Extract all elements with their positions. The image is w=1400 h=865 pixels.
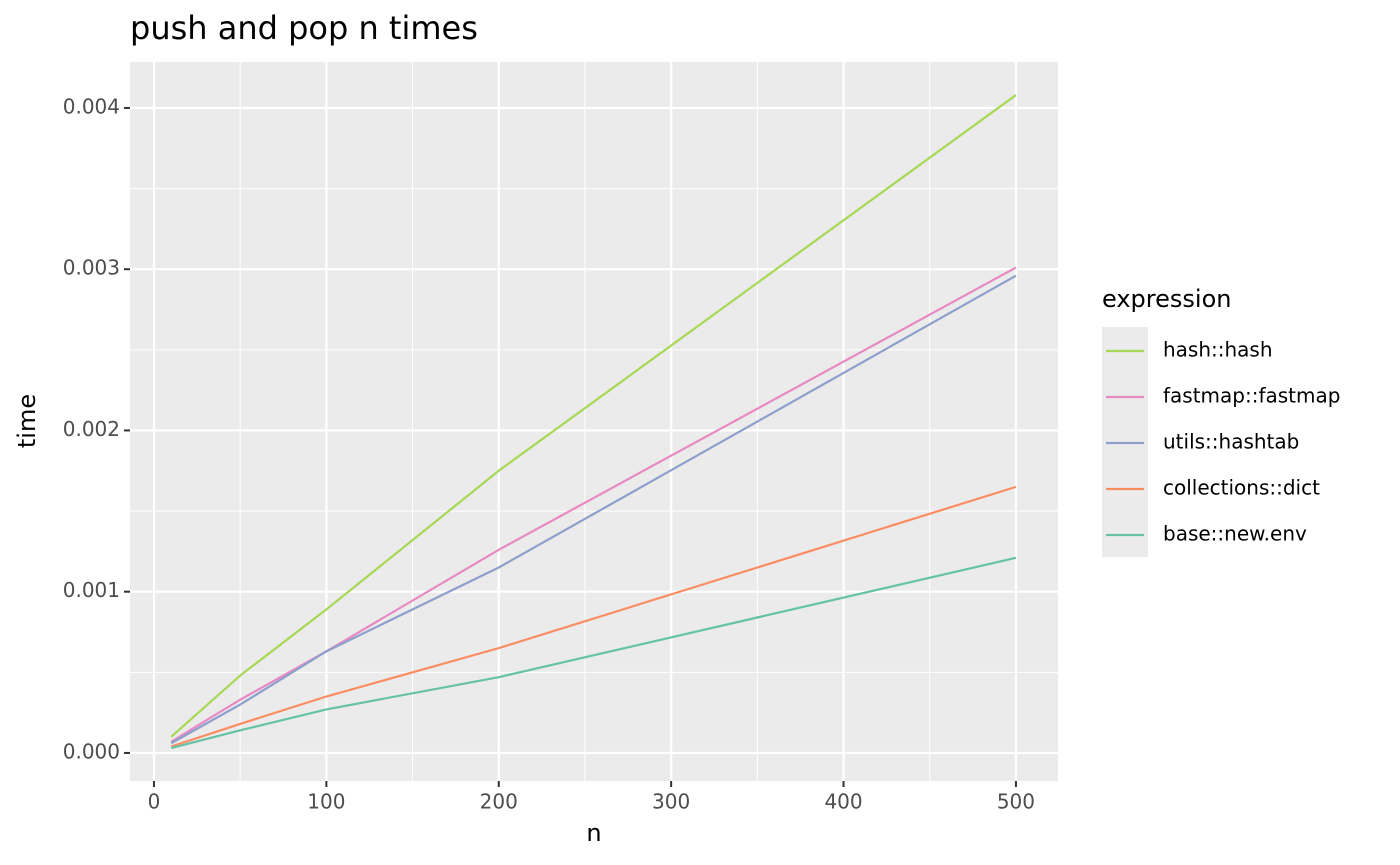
- series-line: [170, 556, 1017, 750]
- y-tick-label: 0.002: [63, 417, 120, 441]
- legend-label: fastmap::fastmap: [1163, 384, 1340, 408]
- y-tick-label: 0.003: [63, 256, 120, 280]
- x-tick-label: 200: [480, 790, 518, 814]
- series-line: [170, 485, 1017, 748]
- legend-label: collections::dict: [1163, 476, 1320, 500]
- x-axis-title: n: [586, 819, 601, 847]
- legend-label: utils::hashtab: [1163, 430, 1299, 454]
- legend-title: expression: [1102, 285, 1231, 313]
- x-tick-label: 500: [997, 790, 1035, 814]
- series-line: [170, 94, 1017, 738]
- series-line: [170, 274, 1017, 745]
- lines: [170, 94, 1017, 750]
- plot-panel: [130, 62, 1058, 781]
- chart-title: push and pop n times: [130, 9, 478, 47]
- x-tick-label: 300: [652, 790, 690, 814]
- legend-label: base::new.env: [1163, 522, 1307, 546]
- x-tick-label: 400: [824, 790, 862, 814]
- x-tick-label: 100: [307, 790, 345, 814]
- legend-label: hash::hash: [1163, 338, 1273, 362]
- y-tick-label: 0.000: [63, 739, 120, 763]
- y-tick-label: 0.004: [63, 94, 120, 118]
- x-tick-label: 0: [148, 790, 161, 814]
- y-axis-title: time: [13, 394, 41, 448]
- grid: [130, 62, 1058, 781]
- y-tick-label: 0.001: [63, 578, 120, 602]
